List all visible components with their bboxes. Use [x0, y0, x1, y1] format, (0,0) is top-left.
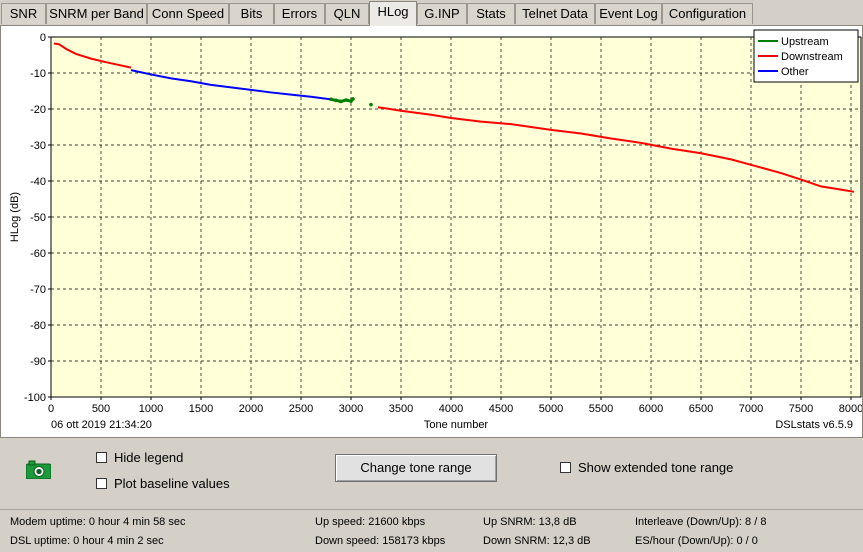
legend-label: Other [781, 66, 809, 78]
hide-legend-checkbox[interactable]: Hide legend [96, 450, 183, 465]
y-tick-label: -30 [30, 140, 46, 152]
show-extended-box[interactable] [560, 462, 571, 473]
upstream-line [330, 97, 355, 103]
x-tick-label: 1000 [139, 403, 163, 415]
x-tick-label: 3000 [339, 403, 363, 415]
x-tick-label: 1500 [189, 403, 213, 415]
x-tick-label: 7000 [739, 403, 763, 415]
down-speed: Down speed: 158173 kbps [315, 535, 446, 547]
legend: Upstream Downstream Other [753, 29, 859, 83]
x-tick-label: 500 [92, 403, 110, 415]
plot-baseline-box[interactable] [96, 478, 107, 489]
y-tick-label: -10 [30, 68, 46, 80]
tab-bits[interactable]: Bits [229, 3, 274, 24]
hide-legend-box[interactable] [96, 452, 107, 463]
dsl-uptime: DSL uptime: 0 hour 4 min 2 sec [10, 535, 164, 547]
legend-label: Downstream [781, 51, 843, 63]
x-tick-label: 3500 [389, 403, 413, 415]
controls-area: Hide legend Plot baseline values Change … [0, 437, 863, 509]
tab-qln[interactable]: QLN [325, 3, 369, 24]
plot-baseline-label: Plot baseline values [114, 476, 230, 491]
tab-ginp[interactable]: G.INP [417, 3, 467, 24]
x-tick-label: 7500 [789, 403, 813, 415]
y-tick-label: 0 [40, 32, 46, 44]
y-tick-label: -90 [30, 356, 46, 368]
y-axis: 0 -10 -20 -30 -40 -50 -60 -70 -80 -90 -100 [24, 32, 51, 404]
hide-legend-label: Hide legend [114, 450, 184, 465]
plot-baseline-checkbox[interactable]: Plot baseline values [96, 476, 230, 491]
downstream-line [377, 106, 855, 193]
x-tick-label: 8000 [839, 403, 862, 415]
tab-stats[interactable]: Stats [467, 3, 515, 24]
legend-label: Upstream [781, 36, 829, 48]
modem-uptime: Modem uptime: 0 hour 4 min 58 sec [10, 516, 186, 528]
interleave: Interleave (Down/Up): 8 / 8 [635, 516, 767, 528]
change-tone-range-button[interactable]: Change tone range [335, 454, 497, 482]
tab-snr[interactable]: SNR [1, 3, 46, 24]
show-extended-label: Show extended tone range [578, 460, 734, 475]
tab-telnet-data[interactable]: Telnet Data [515, 3, 595, 24]
tab-event-log[interactable]: Event Log [595, 3, 662, 24]
tab-bar: SNR SNRM per Band Conn Speed Bits Errors… [0, 0, 863, 26]
x-tick-label: 2500 [289, 403, 313, 415]
y-tick-label: -40 [30, 176, 46, 188]
x-tick-label: 4000 [439, 403, 463, 415]
upstream-point [369, 102, 373, 107]
show-extended-checkbox[interactable]: Show extended tone range [560, 460, 733, 475]
tab-configuration[interactable]: Configuration [662, 3, 753, 24]
y-tick-label: -80 [30, 320, 46, 332]
x-tick-label: 0 [48, 403, 54, 415]
hlog-chart: 0 -10 -20 -30 -40 -50 -60 -70 -80 -90 -100 0 500 100… [9, 29, 862, 431]
up-snrm: Up SNRM: 13,8 dB [483, 516, 577, 528]
tab-snrm-per-band[interactable]: SNRM per Band [46, 3, 147, 24]
x-axis-label: Tone number [424, 419, 489, 431]
y-axis-label: HLog (dB) [9, 192, 21, 242]
camera-icon[interactable] [26, 460, 51, 479]
es-hour: ES/hour (Down/Up): 0 / 0 [635, 535, 758, 547]
y-tick-label: -100 [24, 392, 46, 404]
tab-hlog[interactable]: HLog [369, 1, 417, 26]
tab-conn-speed[interactable]: Conn Speed [147, 3, 229, 24]
y-tick-label: -60 [30, 248, 46, 260]
timestamp: 06 ott 2019 21:34:20 [51, 419, 152, 431]
downstream-line [53, 42, 132, 69]
x-axis: 0 500 1000 1500 2000 2500 3000 3500 4000 4500 5000… [48, 397, 862, 415]
hlog-chart-panel: 0 -10 -20 -30 -40 -50 -60 -70 -80 -90 -100 0 500 100… [0, 25, 863, 438]
up-speed: Up speed: 21600 kbps [315, 516, 426, 528]
series-layer [53, 42, 855, 193]
other-line [130, 69, 331, 101]
tab-errors[interactable]: Errors [274, 3, 325, 24]
x-tick-label: 5500 [589, 403, 613, 415]
y-tick-label: -50 [30, 212, 46, 224]
version-label: DSLstats v6.5.9 [775, 419, 853, 431]
x-tick-label: 6000 [639, 403, 663, 415]
x-tick-label: 4500 [489, 403, 513, 415]
x-tick-label: 2000 [239, 403, 263, 415]
y-tick-label: -70 [30, 284, 46, 296]
x-tick-label: 5000 [539, 403, 563, 415]
down-snrm: Down SNRM: 12,3 dB [483, 535, 591, 547]
status-bar: Modem uptime: 0 hour 4 min 58 sec DSL up… [0, 509, 863, 552]
y-tick-label: -20 [30, 104, 46, 116]
x-tick-label: 6500 [689, 403, 713, 415]
